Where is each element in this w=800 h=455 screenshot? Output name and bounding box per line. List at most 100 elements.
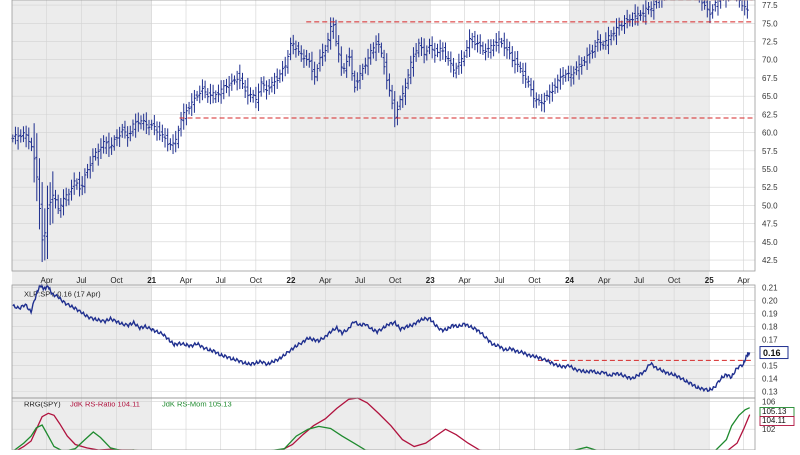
- price-ohlc-bar: [406, 68, 410, 90]
- price-ohlc-bar: [70, 179, 74, 201]
- price-ohlc-bar: [107, 132, 111, 157]
- price-ohlc-bar: [59, 198, 63, 218]
- price-ohlc-bar: [435, 43, 439, 58]
- price-ohlc-bar: [540, 93, 544, 112]
- ratio-last-value-label: 0.16: [763, 348, 781, 358]
- x-tick-label: Oct: [110, 276, 123, 285]
- price-ohlc-bar: [302, 49, 306, 68]
- price-ohlc-bar: [598, 34, 602, 51]
- price-ohlc-bar: [24, 125, 28, 148]
- price-ohlc-bar: [43, 208, 47, 261]
- price-ohlc-bar: [612, 26, 616, 41]
- price-ohlc-bar: [558, 68, 562, 90]
- price-ohlc-bar: [395, 101, 399, 126]
- ratio-panel-title: XLP:SPY 0.16 (17 Apr): [24, 290, 101, 299]
- price-y-tick-label: 45.0: [762, 238, 778, 247]
- x-tick-label: Oct: [668, 276, 681, 285]
- price-ohlc-bar: [21, 126, 25, 143]
- price-ohlc-bar: [425, 45, 429, 61]
- rrg-panel: RRG(SPY) JdK RS-Ratio 104.11 JdK RS-Mom …: [12, 397, 795, 454]
- price-y-tick-label: 67.5: [762, 74, 778, 83]
- price-ohlc-bar: [155, 121, 159, 141]
- ratio-y-tick-label: 0.17: [762, 336, 778, 345]
- ratio-y-tick-label: 0.15: [762, 362, 778, 371]
- x-tick-label: Apr: [41, 276, 54, 285]
- price-ohlc-bar: [281, 60, 285, 82]
- price-ohlc-bar: [711, 4, 715, 19]
- price-ohlc-bar: [644, 0, 648, 25]
- ratio-y-tick-label: 0.19: [762, 310, 778, 319]
- price-ohlc-bar: [510, 46, 514, 68]
- price-ohlc-bar: [96, 143, 100, 166]
- ratio-series-line: [12, 283, 751, 393]
- price-ohlc-bar: [142, 113, 146, 131]
- price-ohlc-bar: [32, 123, 36, 183]
- price-ohlc-bar: [262, 76, 266, 93]
- price-ohlc-bar: [449, 51, 453, 73]
- price-ohlc-bar: [361, 63, 365, 80]
- price-ohlc-bar: [110, 137, 114, 155]
- price-ohlc-bar: [454, 62, 458, 79]
- price-ohlc-bar: [513, 51, 517, 74]
- price-ohlc-bar: [238, 64, 242, 90]
- price-ohlc-bar: [321, 43, 325, 67]
- price-ohlc-bar: [123, 120, 127, 139]
- price-ohlc-bar: [387, 73, 391, 97]
- price-ohlc-bar: [246, 77, 250, 105]
- ratio-y-tick-label: 0.20: [762, 297, 778, 306]
- price-ohlc-bar: [334, 19, 338, 47]
- price-ohlc-bar: [128, 125, 132, 142]
- price-ohlc-bar: [574, 61, 578, 76]
- price-y-tick-label: 50.0: [762, 201, 778, 210]
- price-ohlc-bar: [379, 42, 383, 58]
- price-ohlc-bar: [318, 49, 322, 72]
- price-ohlc-bar: [147, 119, 151, 136]
- x-tick-label: Jul: [76, 276, 86, 285]
- price-y-tick-label: 72.5: [762, 38, 778, 47]
- price-y-tick-label: 57.5: [762, 147, 778, 156]
- price-ohlc-bar: [67, 188, 71, 206]
- ratio-panel: XLP:SPY 0.16 (17 Apr) 0.13 0.14 0.15 0.16 0.…: [12, 283, 789, 397]
- price-ohlc-bar: [307, 52, 311, 68]
- rs-ratio-legend: JdK RS-Ratio 104.11: [70, 400, 140, 409]
- price-ohlc-bar: [604, 32, 608, 50]
- price-ohlc-bar: [647, 1, 651, 15]
- price-ohlc-bar: [476, 34, 480, 53]
- price-ohlc-bar: [355, 72, 359, 91]
- price-ohlc-bar: [283, 56, 287, 77]
- price-ohlc-bar: [174, 130, 178, 153]
- price-ohlc-bar: [502, 32, 506, 57]
- price-ohlc-bar: [465, 40, 469, 58]
- price-ohlc-bar: [136, 112, 140, 132]
- price-ohlc-bar: [703, 0, 707, 10]
- price-ohlc-bar: [224, 78, 228, 94]
- price-ohlc-bar: [521, 62, 525, 84]
- x-tick-label: Oct: [389, 276, 402, 285]
- price-ohlc-bar: [13, 126, 17, 145]
- price-panel: 42.5 45.0 47.5 50.0 52.5 55.0 57.5 60.0 62.5 65.0…: [11, 0, 778, 285]
- price-ohlc-bar: [345, 54, 349, 78]
- price-ohlc-bar: [446, 51, 450, 66]
- price-ohlc-bar: [163, 127, 167, 148]
- price-ohlc-bar: [473, 30, 477, 51]
- price-ohlc-bar: [182, 103, 186, 130]
- price-ohlc-bar: [596, 30, 600, 52]
- price-panel-border: [11, 0, 756, 272]
- price-ohlc-bar: [625, 9, 629, 29]
- x-tick-label: 24: [565, 276, 574, 285]
- price-ohlc-bar: [118, 126, 122, 147]
- price-ohlc-bar: [369, 43, 373, 65]
- price-ohlc-bar: [661, 0, 663, 8]
- price-ohlc-bar: [481, 41, 485, 55]
- price-ohlc-bar: [577, 55, 581, 80]
- price-ohlc-bar: [725, 0, 727, 8]
- rrg-last-value-box: [759, 416, 795, 426]
- price-ohlc-bar: [500, 37, 504, 48]
- price-ohlc-bar: [468, 29, 472, 58]
- price-ohlc-bar: [203, 80, 207, 99]
- price-ohlc-bar: [326, 32, 330, 53]
- price-ohlc-bar: [160, 124, 164, 143]
- price-ohlc-bar: [51, 171, 55, 224]
- price-y-tick-label: 42.5: [762, 256, 778, 265]
